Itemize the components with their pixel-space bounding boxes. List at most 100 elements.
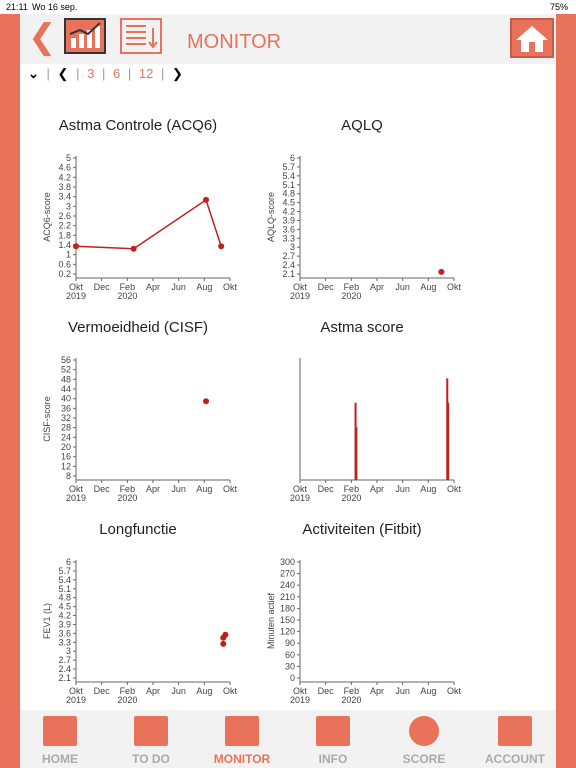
y-tick-label: 52 xyxy=(61,365,71,375)
home-icon xyxy=(516,26,548,52)
period-3-link[interactable]: 3 xyxy=(87,66,95,81)
x-year-label: 2020 xyxy=(341,291,361,301)
data-point xyxy=(220,640,227,647)
period-6-link[interactable]: 6 xyxy=(112,66,121,81)
nav-label: MONITOR xyxy=(213,752,271,766)
page-title: MONITOR xyxy=(187,31,282,53)
y-tick-label: 36 xyxy=(61,403,71,413)
y-tick-label: 44 xyxy=(61,384,71,394)
x-tick-label: Feb xyxy=(344,484,360,494)
x-tick-label: Jun xyxy=(395,282,410,292)
x-tick-label: Jun xyxy=(171,686,186,696)
frame-left xyxy=(0,14,20,768)
gear-icon xyxy=(498,716,532,746)
x-tick-label: Apr xyxy=(146,484,160,494)
x-year-label: 2020 xyxy=(117,291,137,301)
y-tick-label: 0 xyxy=(290,673,295,683)
x-tick-label: Feb xyxy=(120,484,136,494)
x-tick-label: Aug xyxy=(420,484,436,494)
x-tick-label: Okt xyxy=(293,686,308,696)
y-tick-label: 2.1 xyxy=(282,269,295,279)
nav-monitor[interactable]: MONITOR xyxy=(202,712,282,766)
y-axis-label: AQLQ-score xyxy=(266,192,276,242)
data-point xyxy=(218,243,225,250)
x-tick-label: Feb xyxy=(120,686,136,696)
home-button[interactable] xyxy=(510,18,554,58)
x-tick-label: Apr xyxy=(370,282,384,292)
nav-account[interactable]: ACCOUNT xyxy=(475,712,555,766)
nav-to-do[interactable]: TO DO xyxy=(111,712,191,766)
y-tick-label: 3.8 xyxy=(58,182,71,192)
chart-title-acq6: Astma Controle (ACQ6) xyxy=(58,117,218,134)
home-icon xyxy=(43,716,77,746)
y-tick-label: 2.6 xyxy=(58,211,71,221)
x-tick-label: Feb xyxy=(344,282,360,292)
data-point xyxy=(438,268,445,275)
x-year-label: 2020 xyxy=(117,695,137,705)
x-tick-label: Jun xyxy=(171,282,186,292)
frame-right xyxy=(556,14,576,768)
prev-period-icon[interactable]: ❮ xyxy=(57,66,69,81)
bar xyxy=(355,427,358,480)
x-tick-label: Okt xyxy=(447,686,462,696)
next-period-icon[interactable]: ❯ xyxy=(171,66,183,81)
y-tick-label: 2.2 xyxy=(58,221,71,231)
y-tick-label: 4.5 xyxy=(58,602,71,612)
y-tick-label: 2.7 xyxy=(282,251,295,261)
y-tick-label: 5.4 xyxy=(58,575,71,585)
x-tick-label: Okt xyxy=(223,282,238,292)
period-12-link[interactable]: 12 xyxy=(138,66,154,81)
x-tick-label: Okt xyxy=(447,484,462,494)
y-tick-label: 30 xyxy=(285,661,295,671)
x-tick-label: Aug xyxy=(196,484,212,494)
nav-score[interactable]: SCORE xyxy=(384,712,464,766)
x-year-label: 2019 xyxy=(66,695,86,705)
x-tick-label: Dec xyxy=(94,282,111,292)
x-tick-label: Dec xyxy=(94,686,111,696)
nav-info[interactable]: INFO xyxy=(293,712,373,766)
x-tick-label: Apr xyxy=(146,686,160,696)
y-tick-label: 48 xyxy=(61,374,71,384)
y-tick-label: 3 xyxy=(66,646,71,656)
y-tick-label: 4.5 xyxy=(282,198,295,208)
x-tick-label: Okt xyxy=(293,484,308,494)
top-bar xyxy=(20,14,556,64)
nav-home[interactable]: HOME xyxy=(20,712,100,766)
back-chevron-icon[interactable]: ❮ xyxy=(28,18,57,56)
x-tick-label: Aug xyxy=(196,686,212,696)
y-tick-label: 4.8 xyxy=(58,593,71,603)
y-tick-label: 120 xyxy=(280,627,295,637)
collapse-chevron-icon[interactable]: ⌄ xyxy=(28,66,39,81)
y-tick-label: 4.2 xyxy=(282,207,295,217)
y-axis-label: ACQ6-score xyxy=(42,192,52,242)
y-tick-label: 4.2 xyxy=(58,172,71,182)
monitor-view-button[interactable] xyxy=(64,18,106,54)
y-tick-label: 0.2 xyxy=(58,269,71,279)
x-tick-label: Okt xyxy=(69,484,84,494)
bar xyxy=(447,402,450,480)
y-tick-label: 1 xyxy=(66,250,71,260)
status-date: Wo 16 sep. xyxy=(32,2,78,12)
y-tick-label: 3.3 xyxy=(58,637,71,647)
data-point xyxy=(222,631,229,638)
y-tick-label: 3.6 xyxy=(58,628,71,638)
list-view-button[interactable] xyxy=(120,18,162,54)
y-tick-label: 2.1 xyxy=(58,673,71,683)
bar-chart-icon xyxy=(69,22,101,48)
x-year-label: 2019 xyxy=(290,695,310,705)
x-year-label: 2020 xyxy=(341,695,361,705)
nav-label: TO DO xyxy=(132,752,170,766)
x-tick-label: Jun xyxy=(395,484,410,494)
y-tick-label: 32 xyxy=(61,413,71,423)
chart-title-fitbit: Activiteiten (Fitbit) xyxy=(302,521,422,538)
y-tick-label: 3.6 xyxy=(282,224,295,234)
y-axis-label: Minuten actief xyxy=(266,592,276,649)
y-tick-label: 4.8 xyxy=(282,189,295,199)
x-tick-label: Apr xyxy=(370,484,384,494)
x-tick-label: Aug xyxy=(420,282,436,292)
x-tick-label: Dec xyxy=(318,686,335,696)
nav-label: ACCOUNT xyxy=(485,752,545,766)
chart-title-cisf: Vermoeidheid (CISF) xyxy=(67,319,209,336)
y-tick-label: 24 xyxy=(61,432,71,442)
